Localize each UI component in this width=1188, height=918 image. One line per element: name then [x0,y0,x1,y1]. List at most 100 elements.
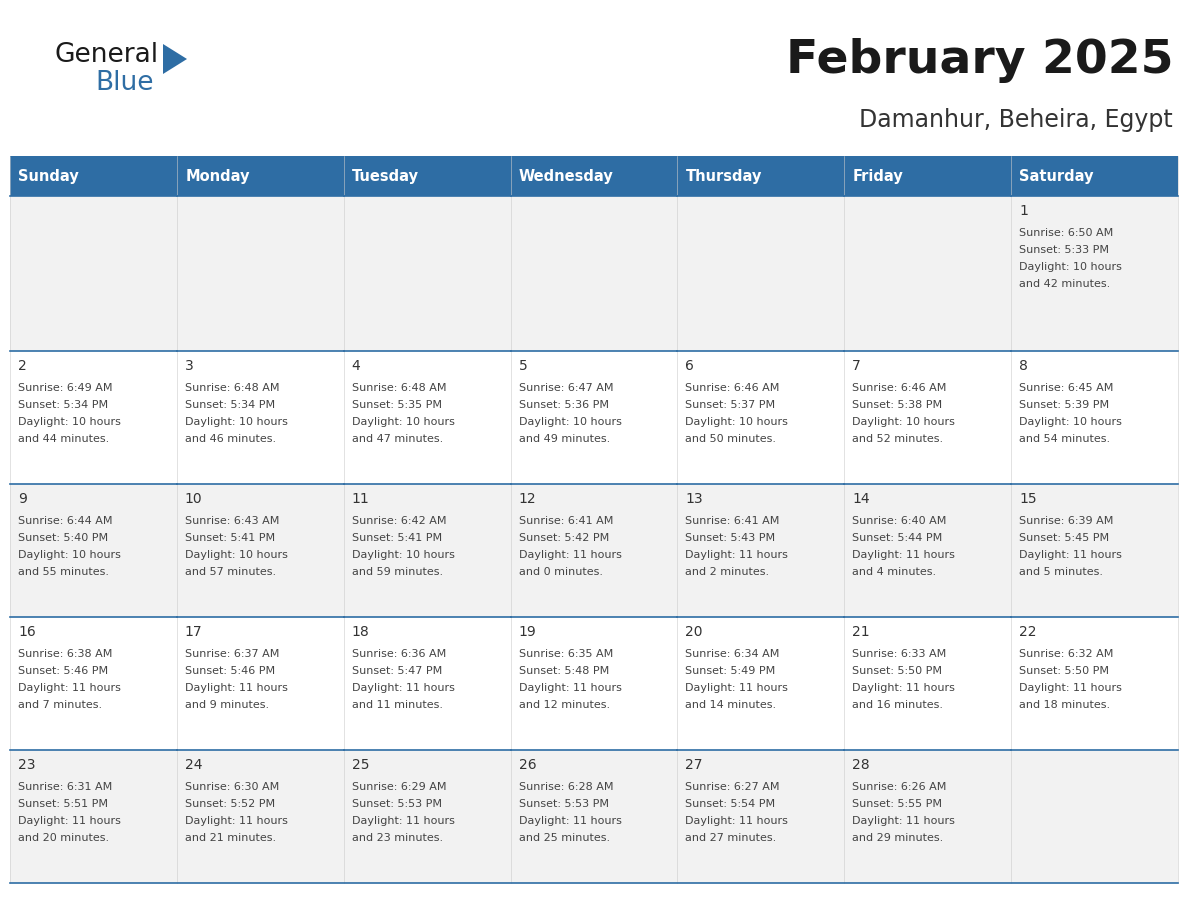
Text: Daylight: 11 hours: Daylight: 11 hours [685,683,789,693]
Text: Sunrise: 6:38 AM: Sunrise: 6:38 AM [18,649,113,659]
Text: and 9 minutes.: and 9 minutes. [185,700,268,710]
Text: Sunrise: 6:48 AM: Sunrise: 6:48 AM [185,383,279,393]
Text: Sunset: 5:52 PM: Sunset: 5:52 PM [185,799,274,809]
Text: 15: 15 [1019,492,1037,506]
Text: 8: 8 [1019,359,1028,373]
Text: 1: 1 [1019,204,1028,218]
Text: Daylight: 10 hours: Daylight: 10 hours [1019,417,1121,427]
Text: Sunrise: 6:27 AM: Sunrise: 6:27 AM [685,782,781,792]
Bar [10,156,1178,196]
Text: 6: 6 [685,359,694,373]
Text: Daylight: 11 hours: Daylight: 11 hours [519,683,621,693]
Text: Sunrise: 6:32 AM: Sunrise: 6:32 AM [1019,649,1113,659]
Bar [677,484,845,617]
Bar [511,750,677,883]
Text: 27: 27 [685,758,703,772]
Text: Daylight: 11 hours: Daylight: 11 hours [185,683,287,693]
Text: Sunset: 5:51 PM: Sunset: 5:51 PM [18,799,108,809]
Text: Sunset: 5:36 PM: Sunset: 5:36 PM [519,400,608,410]
Text: and 44 minutes.: and 44 minutes. [18,434,109,444]
Text: Sunrise: 6:31 AM: Sunrise: 6:31 AM [18,782,112,792]
Text: Sunset: 5:50 PM: Sunset: 5:50 PM [852,666,942,676]
Text: Damanhur, Beheira, Egypt: Damanhur, Beheira, Egypt [859,108,1173,132]
Text: and 49 minutes.: and 49 minutes. [519,434,609,444]
Text: Daylight: 10 hours: Daylight: 10 hours [185,550,287,560]
Bar [677,750,845,883]
Text: 11: 11 [352,492,369,506]
Text: Sunset: 5:40 PM: Sunset: 5:40 PM [18,533,108,543]
Text: Blue: Blue [95,70,153,96]
Text: 13: 13 [685,492,703,506]
Text: Sunset: 5:44 PM: Sunset: 5:44 PM [852,533,942,543]
Bar [343,617,511,750]
Bar [10,351,177,484]
Text: and 0 minutes.: and 0 minutes. [519,567,602,577]
Text: 14: 14 [852,492,870,506]
Text: 23: 23 [18,758,36,772]
Text: 7: 7 [852,359,861,373]
Text: Daylight: 10 hours: Daylight: 10 hours [185,417,287,427]
Text: Daylight: 10 hours: Daylight: 10 hours [352,417,455,427]
Text: and 42 minutes.: and 42 minutes. [1019,279,1111,289]
Text: Daylight: 10 hours: Daylight: 10 hours [519,417,621,427]
Text: Sunset: 5:39 PM: Sunset: 5:39 PM [1019,400,1110,410]
Text: Sunrise: 6:41 AM: Sunrise: 6:41 AM [685,516,779,526]
Text: Sunrise: 6:34 AM: Sunrise: 6:34 AM [685,649,779,659]
Text: and 18 minutes.: and 18 minutes. [1019,700,1111,710]
Text: 9: 9 [18,492,27,506]
Bar [10,484,177,617]
Text: Sunrise: 6:39 AM: Sunrise: 6:39 AM [1019,516,1113,526]
Polygon shape [163,44,187,74]
Text: Sunset: 5:49 PM: Sunset: 5:49 PM [685,666,776,676]
Text: 18: 18 [352,625,369,639]
Text: Sunset: 5:41 PM: Sunset: 5:41 PM [185,533,274,543]
Text: Sunrise: 6:35 AM: Sunrise: 6:35 AM [519,649,613,659]
Text: Sunrise: 6:36 AM: Sunrise: 6:36 AM [352,649,446,659]
Text: Sunrise: 6:42 AM: Sunrise: 6:42 AM [352,516,447,526]
Text: Sunset: 5:35 PM: Sunset: 5:35 PM [352,400,442,410]
Text: Sunset: 5:53 PM: Sunset: 5:53 PM [352,799,442,809]
Bar [343,351,511,484]
Text: and 4 minutes.: and 4 minutes. [852,567,936,577]
Text: Sunset: 5:41 PM: Sunset: 5:41 PM [352,533,442,543]
Text: 2: 2 [18,359,27,373]
Text: and 54 minutes.: and 54 minutes. [1019,434,1111,444]
Text: 26: 26 [519,758,536,772]
Bar [677,196,845,351]
Bar [10,750,177,883]
Bar [845,484,1011,617]
Text: February 2025: February 2025 [785,38,1173,83]
Bar [1011,196,1178,351]
Text: Daylight: 10 hours: Daylight: 10 hours [685,417,789,427]
Text: Daylight: 10 hours: Daylight: 10 hours [352,550,455,560]
Text: Daylight: 10 hours: Daylight: 10 hours [852,417,955,427]
Text: Sunset: 5:38 PM: Sunset: 5:38 PM [852,400,942,410]
Text: Sunset: 5:54 PM: Sunset: 5:54 PM [685,799,776,809]
Text: Sunset: 5:42 PM: Sunset: 5:42 PM [519,533,608,543]
Bar [677,351,845,484]
Text: and 25 minutes.: and 25 minutes. [519,833,609,843]
Text: Sunrise: 6:46 AM: Sunrise: 6:46 AM [852,383,947,393]
Bar [511,351,677,484]
Text: Daylight: 11 hours: Daylight: 11 hours [1019,683,1121,693]
Text: 17: 17 [185,625,202,639]
Text: Sunrise: 6:49 AM: Sunrise: 6:49 AM [18,383,113,393]
Text: Daylight: 11 hours: Daylight: 11 hours [1019,550,1121,560]
Bar [177,750,343,883]
Text: Sunrise: 6:33 AM: Sunrise: 6:33 AM [852,649,947,659]
Text: Sunset: 5:55 PM: Sunset: 5:55 PM [852,799,942,809]
Bar [343,484,511,617]
Text: Monday: Monday [185,169,249,184]
Text: Thursday: Thursday [685,169,763,184]
Text: Daylight: 11 hours: Daylight: 11 hours [852,550,955,560]
Bar [10,617,177,750]
Bar [343,750,511,883]
Text: Daylight: 11 hours: Daylight: 11 hours [352,683,455,693]
Text: Daylight: 10 hours: Daylight: 10 hours [1019,262,1121,272]
Text: and 7 minutes.: and 7 minutes. [18,700,102,710]
Bar [511,484,677,617]
Text: 21: 21 [852,625,870,639]
Text: Sunrise: 6:26 AM: Sunrise: 6:26 AM [852,782,947,792]
Text: Daylight: 11 hours: Daylight: 11 hours [519,816,621,826]
Text: Sunrise: 6:40 AM: Sunrise: 6:40 AM [852,516,947,526]
